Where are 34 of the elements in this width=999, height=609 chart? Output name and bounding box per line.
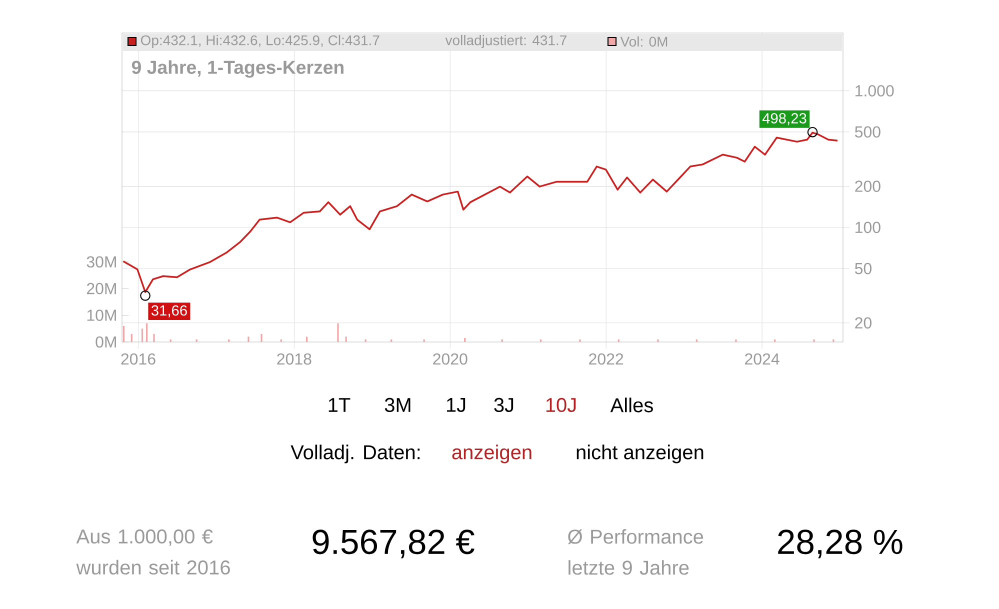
annotation: 31,66 [151,305,187,318]
text: 3M [384,398,410,412]
x-tick-label: 2020 [433,353,468,365]
text: 28,28 % [778,530,902,558]
y2-tick-label: 20M [86,282,116,294]
x-tick-label: 2022 [589,353,624,365]
text: anzeigen [452,444,532,464]
text: Ø Performance letzte 9 Jahre [568,529,704,575]
x-tick-label: 2018 [277,353,312,365]
y2-tick-label: 10M [87,310,116,321]
text: 9.567,82 € [312,530,474,558]
y-tick-label: 1.000 [856,85,894,96]
y-tick-label: 100 [856,222,880,234]
text: nicht anzeigen [576,444,704,464]
annotation: 498,23 [762,113,806,126]
text: 3J [494,398,514,412]
x-tick-label: 2016 [121,353,156,365]
legend-label: Op:432.1, Hi:432.6, Lo:425.9, Cl:431.7 [140,34,380,48]
text: Volladj. Daten: [290,444,420,464]
text: 10J [546,398,576,412]
y-tick-label: 50 [854,262,872,274]
text: 1T [328,398,350,412]
y-tick-label: 200 [855,180,880,192]
x-tick-label: 2024 [745,353,780,365]
text: Alles [610,398,653,412]
y-tick-label: 500 [854,126,880,138]
text: 1J [446,398,466,412]
y2-tick-label: 0M [96,336,116,348]
legend-label: Vol: 0M [620,36,668,47]
y2-tick-label: 30M [86,256,116,268]
text: 9 Jahre, 1-Tages-Kerzen [132,60,344,78]
y-tick-label: 20 [855,317,872,329]
annotation: volladjustiert: 431.7 [445,34,566,48]
text: Aus 1.000,00 € wurden seit 2016 [76,529,230,575]
